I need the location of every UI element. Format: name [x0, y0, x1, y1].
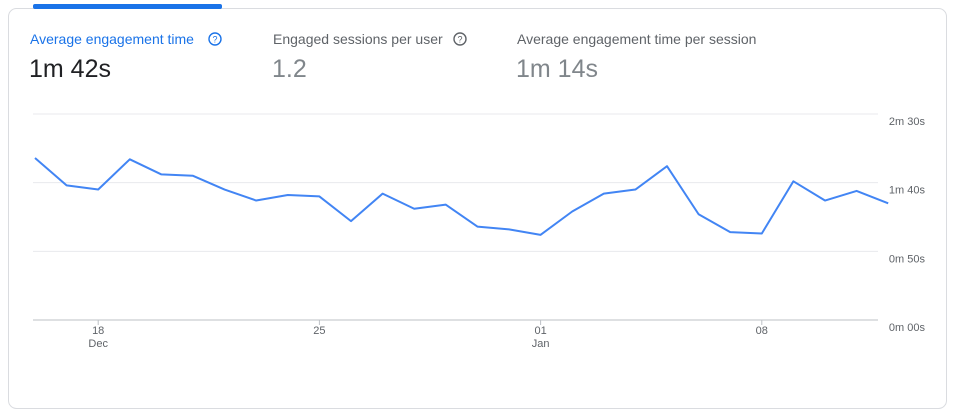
tab[interactable]: Engaged sessions per user 1.2 ?: [272, 31, 467, 83]
x-month-label: Jan: [532, 338, 550, 350]
x-tick-label: 08: [756, 325, 768, 337]
tab-title: Average engagement time per session: [517, 31, 756, 47]
active-tab-indicator: [33, 4, 222, 9]
x-month-label: Dec: [88, 338, 108, 350]
tab[interactable]: Average engagement time 1m 42s ?: [29, 31, 222, 83]
x-tick-label: 01: [534, 325, 546, 337]
x-tick-label: 18: [92, 325, 104, 337]
y-tick-label: 0m 50s: [889, 253, 926, 265]
help-icon[interactable]: [453, 32, 467, 46]
tab-value: 1m 42s: [29, 55, 111, 83]
y-tick-label: 1m 40s: [889, 185, 926, 197]
tab-title: Engaged sessions per user: [273, 31, 443, 47]
help-icon-glyph: ?: [457, 35, 462, 45]
x-tick-label: 25: [313, 325, 325, 337]
tab-value: 1m 14s: [516, 55, 598, 83]
help-icon[interactable]: [208, 32, 222, 46]
card-border: [8, 8, 947, 409]
y-tick-label: 0m 00s: [889, 322, 926, 334]
y-tick-label: 2m 30s: [889, 116, 926, 128]
tab-value: 1.2: [272, 55, 307, 83]
line-series: [34, 157, 889, 236]
tab[interactable]: Average engagement time per session 1m 1…: [516, 31, 756, 83]
help-icon-glyph: ?: [212, 35, 217, 45]
tab-title: Average engagement time: [30, 31, 194, 47]
